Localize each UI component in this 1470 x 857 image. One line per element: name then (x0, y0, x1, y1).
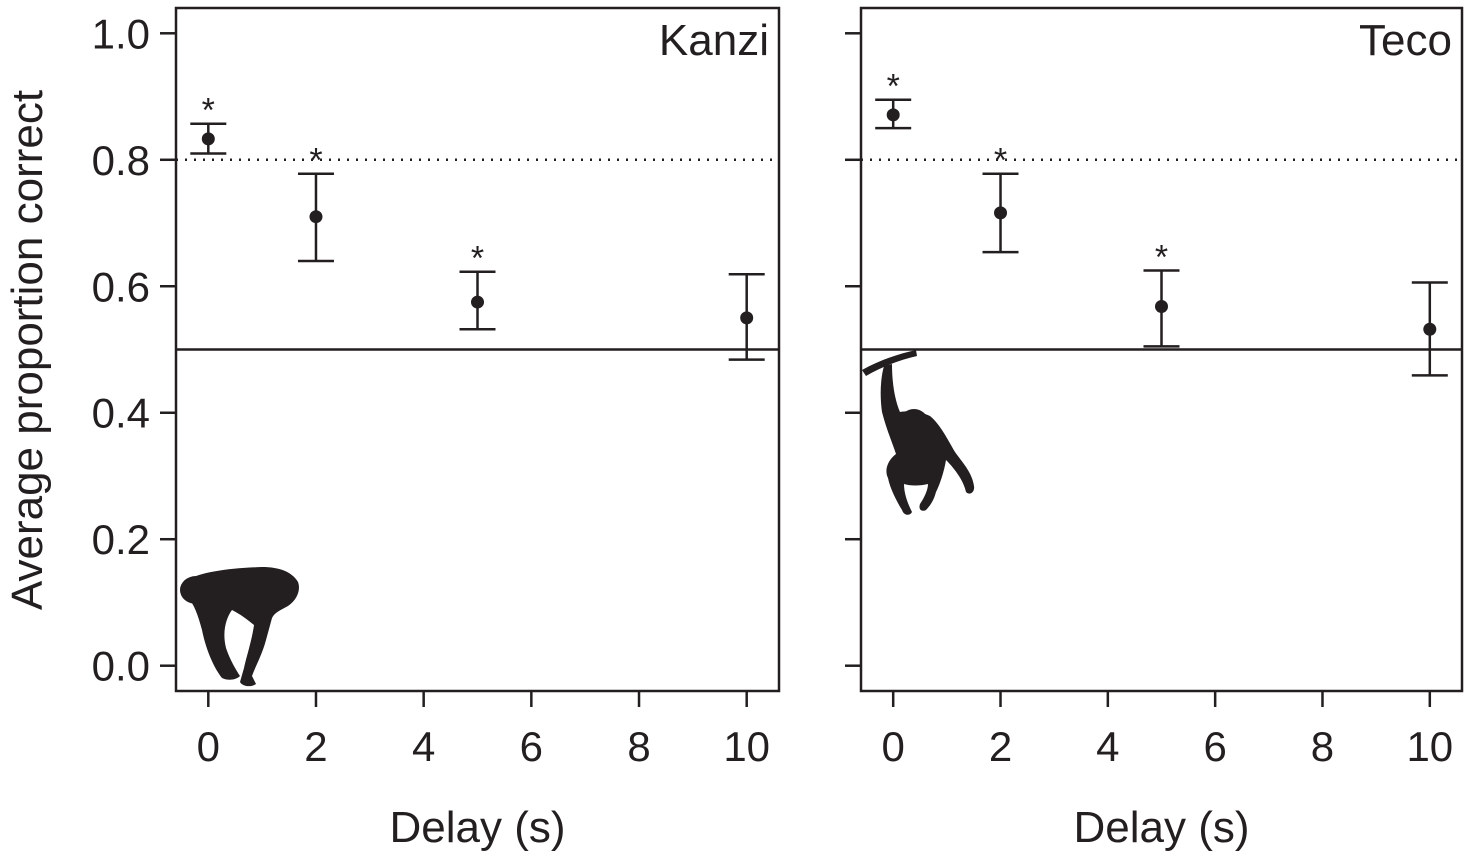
significance-marker: * (471, 240, 484, 278)
x-tick-label: 0 (882, 723, 905, 770)
y-tick-label: 1.0 (92, 10, 150, 57)
x-tick-label: 10 (1406, 723, 1453, 770)
y-tick-label: 0.6 (92, 263, 150, 310)
data-point (886, 108, 900, 122)
x-tick-label: 4 (1096, 723, 1119, 770)
data-point (1423, 322, 1437, 336)
x-tick-label: 0 (197, 723, 220, 770)
significance-marker: * (1155, 238, 1168, 276)
x-axis-title: Delay (s) (389, 803, 565, 852)
significance-marker: * (887, 68, 900, 106)
y-tick-label: 0.4 (92, 390, 150, 437)
data-point (471, 295, 484, 309)
panel-kanzi: 0.0 0.2 0.4 0.6 0.8 1.0 0 2 4 6 8 10 Delay (s) Kanzi *… (92, 6, 781, 852)
x-axis-title: Delay (s) (1073, 803, 1249, 852)
x-tick-label: 4 (412, 723, 435, 770)
significance-marker: * (202, 92, 215, 130)
y-tick-label: 0.0 (92, 643, 150, 690)
y-axis-title: Average proportion correct (3, 90, 52, 610)
x-tick-label: 8 (1311, 723, 1334, 770)
data-point (201, 132, 215, 146)
bonobo-hanging-icon (862, 350, 975, 515)
data-point (740, 311, 754, 325)
y-tick-label: 0.8 (92, 137, 150, 184)
x-tick-label: 6 (520, 723, 543, 770)
data-point (1155, 299, 1168, 313)
y-tick-label: 0.2 (92, 516, 150, 563)
significance-marker: * (994, 142, 1007, 180)
panel-label: Teco (1359, 16, 1452, 65)
bonobo-standing-icon (180, 567, 299, 687)
x-tick-label: 10 (723, 723, 770, 770)
data-point (309, 210, 323, 224)
data-point (994, 206, 1008, 220)
significance-marker: * (309, 142, 322, 180)
panel-teco: 0 2 4 6 8 10 Delay (s) Teco * * * (845, 6, 1464, 852)
panel-label: Kanzi (659, 16, 769, 65)
x-tick-label: 2 (989, 723, 1012, 770)
x-tick-label: 2 (304, 723, 327, 770)
x-tick-label: 8 (627, 723, 650, 770)
x-tick-label: 6 (1203, 723, 1226, 770)
